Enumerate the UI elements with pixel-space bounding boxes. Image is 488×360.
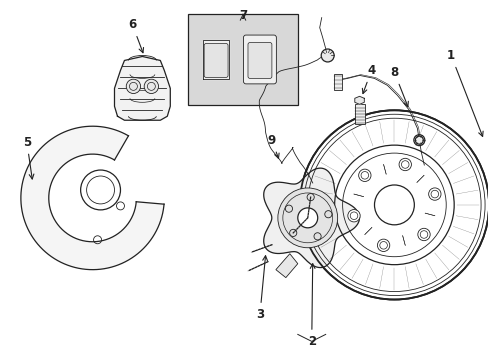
FancyBboxPatch shape	[203, 44, 227, 77]
Text: 5: 5	[22, 136, 34, 179]
Circle shape	[377, 239, 389, 252]
Circle shape	[347, 210, 360, 222]
FancyBboxPatch shape	[247, 42, 271, 78]
Circle shape	[116, 202, 124, 210]
Polygon shape	[354, 96, 364, 104]
Text: 7: 7	[239, 9, 246, 22]
Circle shape	[126, 79, 141, 94]
Circle shape	[277, 188, 337, 248]
Circle shape	[417, 228, 429, 241]
Polygon shape	[275, 254, 297, 278]
Text: 1: 1	[446, 49, 482, 136]
Bar	[354, 104, 364, 124]
Text: 2: 2	[307, 264, 315, 348]
Bar	[333, 75, 341, 90]
Circle shape	[414, 136, 423, 144]
Circle shape	[289, 229, 296, 237]
Text: 8: 8	[389, 66, 407, 107]
Text: 3: 3	[255, 256, 267, 321]
Circle shape	[306, 194, 314, 201]
Circle shape	[324, 211, 331, 218]
Text: 6: 6	[128, 18, 143, 53]
Polygon shape	[21, 126, 163, 270]
Circle shape	[398, 158, 410, 171]
Polygon shape	[114, 57, 170, 120]
Circle shape	[285, 205, 292, 212]
Circle shape	[144, 79, 158, 94]
Circle shape	[428, 188, 440, 200]
Text: 4: 4	[362, 64, 375, 94]
Polygon shape	[263, 168, 359, 267]
Circle shape	[297, 208, 317, 228]
Bar	[188, 14, 297, 105]
Circle shape	[321, 49, 333, 62]
Circle shape	[374, 185, 413, 225]
Circle shape	[299, 110, 488, 300]
FancyBboxPatch shape	[243, 35, 276, 84]
Circle shape	[358, 169, 370, 181]
Text: 9: 9	[267, 134, 279, 158]
Circle shape	[81, 170, 120, 210]
Polygon shape	[203, 40, 228, 80]
Circle shape	[313, 233, 321, 240]
